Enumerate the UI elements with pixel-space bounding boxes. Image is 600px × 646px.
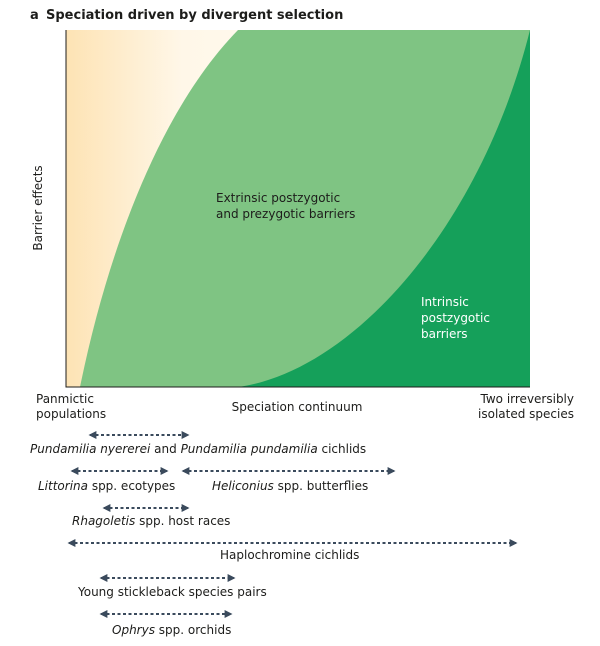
example-label: Rhagoletis spp. host races [72,514,230,528]
label-part: spp. butterflies [274,479,368,493]
region-label: Extrinsic postzygotic [216,191,340,205]
x-axis-label: Speciation continuum [232,400,363,414]
label-part: Pundamilia pundamilia [181,442,318,456]
x-right-label: Two irreversibly [480,392,574,406]
axes [65,30,530,388]
x-right-label: isolated species [478,407,574,421]
example-label: Ophrys spp. orchids [112,623,231,637]
label-part: Littorina [38,479,88,493]
panel-label: a [30,8,39,23]
label-part: Young stickleback species pairs [77,585,267,599]
label-part: Ophrys [112,623,155,637]
label-part: Haplochromine cichlids [220,548,359,562]
label-part: cichlids [318,442,367,456]
intrinsic-region [238,30,530,387]
example-label: Heliconius spp. butterflies [212,479,368,493]
example-label: Haplochromine cichlids [220,548,359,562]
label-part: Rhagoletis [72,514,135,528]
label-part: spp. orchids [155,623,231,637]
example-label: Young stickleback species pairs [77,585,267,599]
region-label: barriers [421,327,468,341]
region-label: and prezygotic barriers [216,207,355,221]
example-label: Pundamilia nyererei and Pundamilia punda… [30,442,366,456]
label-part: Pundamilia nyererei [30,442,151,456]
x-left-label: populations [36,407,106,421]
label-part: Heliconius [212,479,274,493]
label-part: spp. host races [135,514,230,528]
label-part: spp. ecotypes [88,479,175,493]
label-part: and [150,442,180,456]
region-label: postzygotic [421,311,490,325]
y-axis-label: Barrier effects [31,165,45,250]
example-label: Littorina spp. ecotypes [38,479,175,493]
title: Speciation driven by divergent selection [46,8,343,23]
region-label: Intrinsic [421,295,469,309]
x-left-label: Panmictic [36,392,94,406]
